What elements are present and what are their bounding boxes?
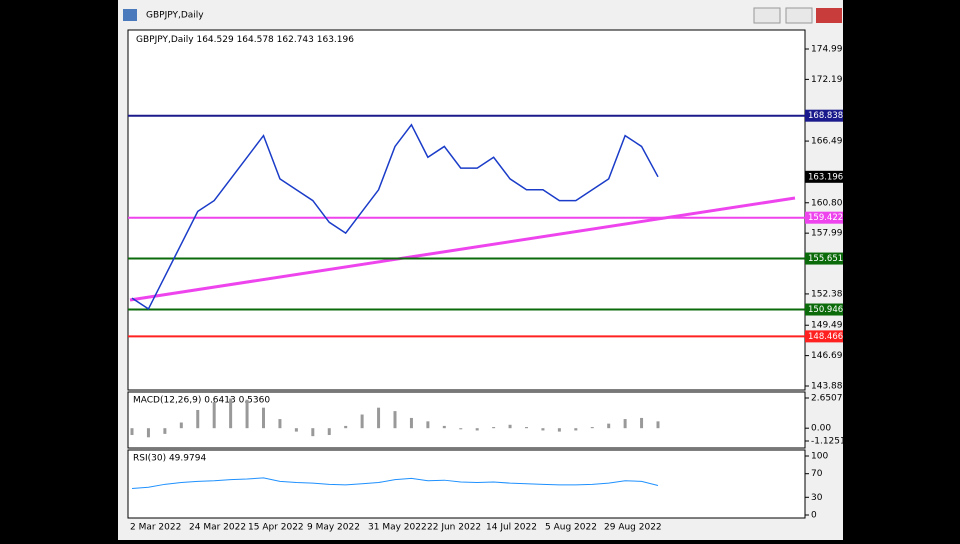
y-tick-label: 149.495: [811, 321, 848, 331]
date-label: 15 Apr 2022: [248, 523, 304, 533]
y-tick-label: 166.495: [811, 137, 848, 147]
y-tick-label: 0.00: [811, 424, 831, 434]
close-button[interactable]: [816, 8, 842, 23]
symbol-header: GBPJPY,Daily 164.529 164.578 162.743 163…: [136, 35, 354, 45]
y-tick-label: 152.385: [811, 289, 848, 299]
last-price-tag: [805, 170, 843, 183]
rsi-header: RSI(30) 49.9794: [133, 454, 206, 464]
level-tag: [805, 211, 843, 224]
level-label: 148.466: [808, 332, 843, 342]
date-label: 31 May 2022: [368, 523, 427, 533]
window-icon: [123, 9, 137, 21]
level-tag: [805, 252, 843, 265]
y-tick-label: 143.885: [811, 382, 848, 392]
date-label: 5 Aug 2022: [545, 523, 597, 533]
level-label: 168.838: [808, 111, 843, 121]
level-label: 155.651: [808, 254, 843, 264]
rsi-panel: [127, 449, 806, 519]
y-tick-label: 2.6507: [811, 394, 843, 404]
y-tick-label: 174.995: [811, 45, 848, 55]
date-label: 9 May 2022: [307, 523, 360, 533]
main-panel: [127, 29, 806, 391]
y-tick-label: 172.190: [811, 75, 848, 85]
y-tick-label: 146.690: [811, 351, 848, 361]
date-label: 22 Jun 2022: [427, 523, 481, 533]
price-line: [131, 123, 659, 311]
y-tick-label: 0: [811, 511, 817, 521]
trend-line: [129, 196, 796, 302]
maximize-button[interactable]: [785, 7, 813, 24]
macd-header: MACD(12,26,9) 0.6413 0.5360: [133, 396, 270, 406]
level-label: 150.946: [808, 305, 843, 315]
date-label: 24 Mar 2022: [189, 523, 246, 533]
y-tick-label: -1.1251: [811, 437, 846, 447]
date-label: 2 Mar 2022: [130, 523, 181, 533]
y-tick-label: 30: [811, 493, 823, 503]
minimize-button[interactable]: [753, 7, 781, 24]
y-tick-label: 160.800: [811, 198, 848, 208]
window-title: GBPJPY,Daily: [146, 11, 204, 21]
level-label: 159.422: [808, 213, 843, 223]
y-tick-label: 100: [811, 452, 828, 462]
level-tag: [805, 330, 843, 343]
level-tag: [805, 109, 843, 122]
last-price-label: 163.196: [808, 172, 843, 182]
macd-panel: [127, 391, 806, 449]
y-tick-label: 70: [811, 469, 823, 479]
date-label: 14 Jul 2022: [486, 523, 537, 533]
date-label: 29 Aug 2022: [604, 523, 662, 533]
rsi-line: [131, 477, 659, 489]
level-tag: [805, 303, 843, 316]
y-tick-label: 157.995: [811, 229, 848, 239]
